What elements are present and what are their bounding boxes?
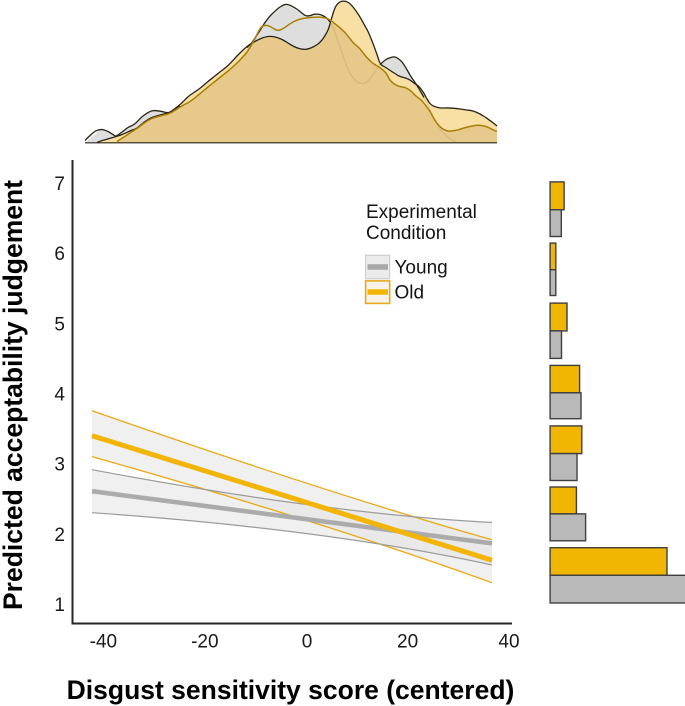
svg-text:Disgust sensitivity score (cen: Disgust sensitivity score (centered) [67, 675, 515, 705]
svg-text:3: 3 [54, 455, 65, 476]
svg-text:5: 5 [54, 314, 65, 335]
svg-text:Experimental: Experimental [366, 202, 477, 223]
svg-text:2: 2 [54, 525, 65, 546]
svg-text:6: 6 [54, 244, 65, 265]
svg-text:Old: Old [395, 282, 425, 303]
svg-text:Condition: Condition [366, 223, 446, 244]
svg-text:1: 1 [54, 595, 65, 616]
svg-text:-20: -20 [191, 631, 218, 652]
svg-text:-40: -40 [90, 631, 117, 652]
svg-text:7: 7 [54, 174, 65, 195]
svg-text:Predicted acceptability judgem: Predicted acceptability judgement [0, 180, 28, 610]
svg-text:20: 20 [397, 631, 418, 652]
svg-text:0: 0 [302, 631, 313, 652]
svg-text:40: 40 [498, 631, 519, 652]
svg-text:4: 4 [54, 385, 65, 406]
svg-text:Young: Young [395, 258, 448, 279]
